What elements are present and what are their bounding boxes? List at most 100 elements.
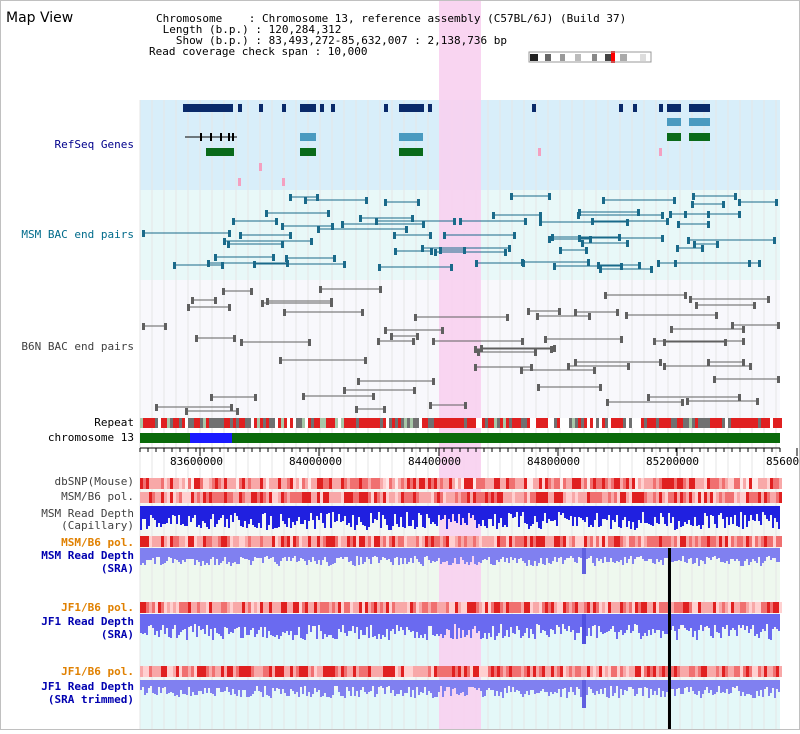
track-label-msm-depth-sra-2[interactable]: (SRA) — [100, 562, 134, 575]
polymorphism-cell — [656, 478, 659, 489]
read-depth-bar — [448, 614, 450, 630]
repeat-segment — [188, 418, 191, 428]
polymorphism-cell — [467, 602, 470, 613]
read-depth-bar — [652, 614, 654, 629]
read-depth-bar — [326, 680, 328, 697]
polymorphism-cell — [554, 536, 557, 547]
polymorphism-cell — [194, 666, 197, 677]
polymorphism-cell — [710, 492, 713, 503]
read-depth-bar — [574, 614, 576, 640]
track-label-msm-b6-pol[interactable]: MSM/B6 pol. — [61, 490, 134, 503]
chromosome-band — [190, 433, 232, 443]
read-depth-bar — [284, 548, 286, 557]
read-depth-bar — [394, 506, 396, 514]
polymorphism-cell — [251, 492, 254, 503]
read-depth-bar — [760, 680, 762, 690]
track-label-msm-b6-pol-sra[interactable]: MSM/B6 pol. — [61, 536, 134, 549]
read-depth-bar — [282, 548, 284, 558]
polymorphism-cell — [722, 536, 725, 547]
read-depth-bar — [246, 680, 248, 697]
track-label-jf1-b6-pol[interactable]: JF1/B6 pol. — [61, 601, 134, 614]
read-depth-bar — [282, 506, 284, 521]
polymorphism-cell — [506, 492, 509, 503]
track-label-jf1-b6-pol-trimmed[interactable]: JF1/B6 pol. — [61, 665, 134, 678]
read-depth-bar — [660, 548, 662, 560]
polymorphism-cell — [398, 602, 401, 613]
read-depth-bar — [672, 614, 674, 626]
repeat-segment — [341, 418, 344, 428]
track-label-msm-depth-capillary-2[interactable]: (Capillary) — [61, 519, 134, 532]
track-label-jf1-depth-trimmed-1[interactable]: JF1 Read Depth — [41, 680, 134, 693]
read-depth-bar — [698, 548, 700, 566]
polymorphism-cell — [677, 492, 680, 503]
polymorphism-cell — [287, 666, 290, 677]
read-depth-bar — [520, 548, 522, 558]
track-label-msm-depth-sra-1[interactable]: MSM Read Depth — [41, 549, 134, 562]
polymorphism-cell — [536, 536, 539, 547]
polymorphism-cell — [155, 492, 158, 503]
track-label-jf1-depth-trimmed-2[interactable]: (SRA trimmed) — [47, 693, 134, 706]
polymorphism-cell — [647, 478, 650, 489]
polymorphism-cell — [632, 492, 635, 503]
polymorphism-cell — [446, 602, 449, 613]
read-depth-bar — [422, 548, 424, 566]
read-depth-bar — [222, 614, 224, 639]
read-depth-bar — [502, 548, 504, 557]
track-label-jf1-depth-sra-1[interactable]: JF1 Read Depth — [41, 615, 134, 628]
track-label-dbsnp[interactable]: dbSNP(Mouse) — [54, 475, 134, 488]
polymorphism-cell — [317, 602, 320, 613]
read-depth-bar — [694, 506, 696, 517]
read-depth-bar — [632, 548, 634, 564]
repeat-segment — [203, 418, 206, 428]
read-depth-bar — [292, 506, 294, 522]
track-label-refseq[interactable]: RefSeq Genes — [54, 138, 134, 151]
read-depth-bar — [612, 614, 614, 626]
polymorphism-cell — [329, 666, 332, 677]
bac-end-marker — [308, 339, 311, 346]
polymorphism-cell — [536, 478, 539, 489]
polymorphism-cell — [167, 666, 170, 677]
read-depth-bar — [598, 548, 600, 561]
read-depth-bar — [660, 506, 662, 513]
read-depth-bar — [420, 680, 422, 692]
read-depth-bar — [194, 548, 196, 565]
read-depth-bar — [372, 548, 374, 557]
repeat-segment — [446, 418, 449, 428]
track-label-jf1-depth-sra-2[interactable]: (SRA) — [100, 628, 134, 641]
read-depth-bar — [280, 548, 282, 561]
read-depth-bar — [180, 614, 182, 632]
track-label-repeat[interactable]: Repeat — [94, 416, 134, 429]
polymorphism-cell — [767, 602, 770, 613]
read-depth-bar — [492, 614, 494, 626]
read-depth-bar — [698, 680, 700, 691]
polymorphism-cell — [608, 536, 611, 547]
polymorphism-cell — [431, 666, 434, 677]
read-depth-bar — [440, 614, 442, 634]
polymorphism-cell — [623, 492, 626, 503]
bac-end-marker — [513, 232, 516, 239]
track-label-b6n-bac[interactable]: B6N BAC end pairs — [21, 340, 134, 353]
read-depth-bar — [540, 506, 542, 529]
read-depth-bar — [466, 680, 468, 695]
polymorphism-cell — [632, 478, 635, 489]
polymorphism-cell — [341, 478, 344, 489]
polymorphism-cell — [566, 666, 569, 677]
polymorphism-cell — [491, 478, 494, 489]
read-depth-bar — [614, 506, 616, 522]
read-depth-bar — [190, 614, 192, 626]
repeat-segment — [419, 418, 422, 428]
repeat-segment — [512, 418, 515, 428]
read-depth-bar — [420, 548, 422, 564]
polymorphism-cell — [725, 666, 728, 677]
read-depth-bar — [204, 614, 206, 634]
read-depth-bar — [514, 680, 516, 692]
polymorphism-cell — [248, 492, 251, 503]
bac-end-marker — [310, 238, 313, 245]
polymorphism-cell — [602, 492, 605, 503]
track-label-msm-depth-capillary-1[interactable]: MSM Read Depth — [41, 507, 134, 520]
repeat-segment — [770, 418, 773, 428]
read-depth-bar — [684, 614, 686, 628]
track-label-msm-bac[interactable]: MSM BAC end pairs — [21, 228, 134, 241]
